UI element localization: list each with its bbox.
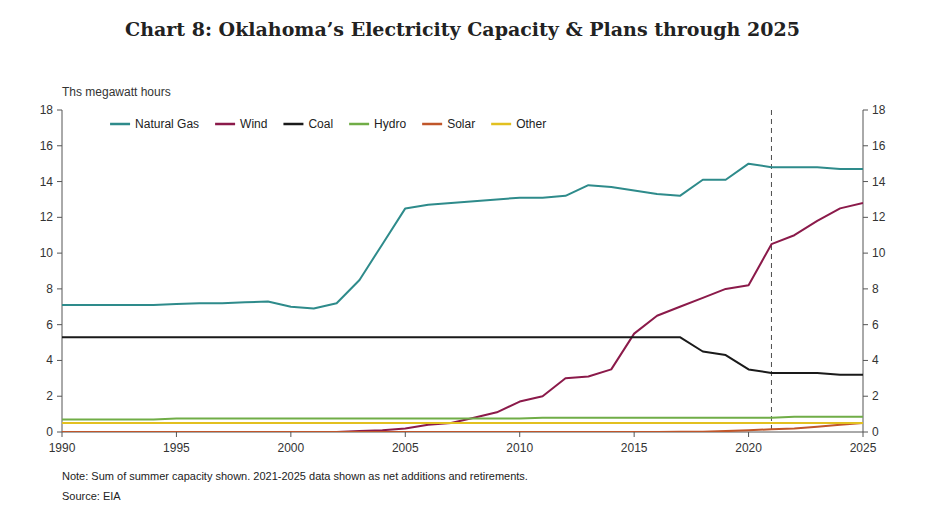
x-tick [863, 432, 864, 437]
y2-tick [863, 181, 868, 182]
y-tick-label: 18 [40, 103, 54, 117]
x-tick [519, 432, 520, 437]
y-tick-label: 14 [40, 175, 54, 189]
y-tick-label: 2 [46, 389, 53, 403]
x-tick-label: 1995 [163, 441, 190, 455]
legend-label: Solar [447, 117, 475, 131]
x-tick-label: 2005 [392, 441, 419, 455]
x-tick [748, 432, 749, 437]
title: Chart 8: Oklahoma’s Electricity Capacity… [125, 18, 800, 40]
x-tick [176, 432, 177, 437]
y2-tick-label: 6 [872, 318, 879, 332]
y2-tick-label: 2 [872, 389, 879, 403]
x-tick-label: 2000 [278, 441, 305, 455]
series-line [62, 337, 863, 375]
legend-swatch [422, 123, 442, 126]
x-tick-label: 2010 [506, 441, 533, 455]
y2-axis-line [863, 110, 864, 432]
legend-swatch [110, 123, 130, 126]
x-tick-label: 2020 [735, 441, 762, 455]
y-tick [57, 110, 62, 111]
series-line [62, 422, 863, 424]
y2-tick [863, 288, 868, 289]
y-tick [57, 145, 62, 146]
y2-tick [863, 324, 868, 325]
x-tick [290, 432, 291, 437]
reference-line [771, 110, 772, 432]
legend-swatch [349, 123, 369, 126]
y-tick [57, 324, 62, 325]
y2-tick-label: 18 [872, 103, 886, 117]
x-tick-label: 2025 [850, 441, 877, 455]
y-tick [57, 253, 62, 254]
legend-swatch [283, 123, 303, 126]
y2-tick-label: 12 [872, 210, 886, 224]
plot-area [62, 110, 863, 432]
y2-tick-label: 8 [872, 282, 879, 296]
y2-tick-label: 16 [872, 139, 886, 153]
y-tick [57, 288, 62, 289]
y2-tick [863, 432, 868, 433]
x-tick-label: 2015 [621, 441, 648, 455]
y-tick [57, 432, 62, 433]
y2-tick-label: 0 [872, 425, 879, 439]
y-tick [57, 181, 62, 182]
y-tick-label: 6 [46, 318, 53, 332]
series-line [62, 417, 863, 420]
y2-tick [863, 396, 868, 397]
y-tick [57, 396, 62, 397]
y-tick-label: 4 [46, 353, 53, 367]
y2-tick [863, 253, 868, 254]
legend-label: Coal [308, 117, 333, 131]
legend: Natural Gas Wind Coal Hydro Solar Other [110, 117, 546, 131]
y-tick [57, 217, 62, 218]
y-axis-label: Ths megawatt hours [62, 85, 171, 99]
y2-tick [863, 360, 868, 361]
y2-tick [863, 110, 868, 111]
legend-label: Hydro [374, 117, 406, 131]
note: Note: Sum of summer capacity shown. 2021… [62, 470, 528, 482]
x-tick [62, 432, 63, 437]
legend-swatch [215, 123, 235, 126]
y-tick-label: 12 [40, 210, 54, 224]
x-tick [634, 432, 635, 437]
y-tick-label: 16 [40, 139, 54, 153]
chart: Chart 8: Oklahoma’s Electricity Capacity… [0, 0, 925, 520]
y2-tick-label: 4 [872, 353, 879, 367]
legend-label: Other [516, 117, 546, 131]
y2-tick [863, 145, 868, 146]
legend-label: Wind [240, 117, 267, 131]
legend-label: Natural Gas [135, 117, 199, 131]
x-tick [405, 432, 406, 437]
series-line [62, 203, 863, 432]
note: Source: EIA [62, 490, 121, 502]
y-tick-label: 0 [46, 425, 53, 439]
y-tick [57, 360, 62, 361]
y2-tick-label: 14 [872, 175, 886, 189]
y2-tick [863, 217, 868, 218]
x-tick-label: 1990 [49, 441, 76, 455]
y-tick-label: 8 [46, 282, 53, 296]
legend-swatch [491, 123, 511, 126]
y-tick-label: 10 [40, 246, 54, 260]
y2-tick-label: 10 [872, 246, 886, 260]
y-axis-line [62, 110, 63, 432]
series-line [62, 423, 863, 432]
